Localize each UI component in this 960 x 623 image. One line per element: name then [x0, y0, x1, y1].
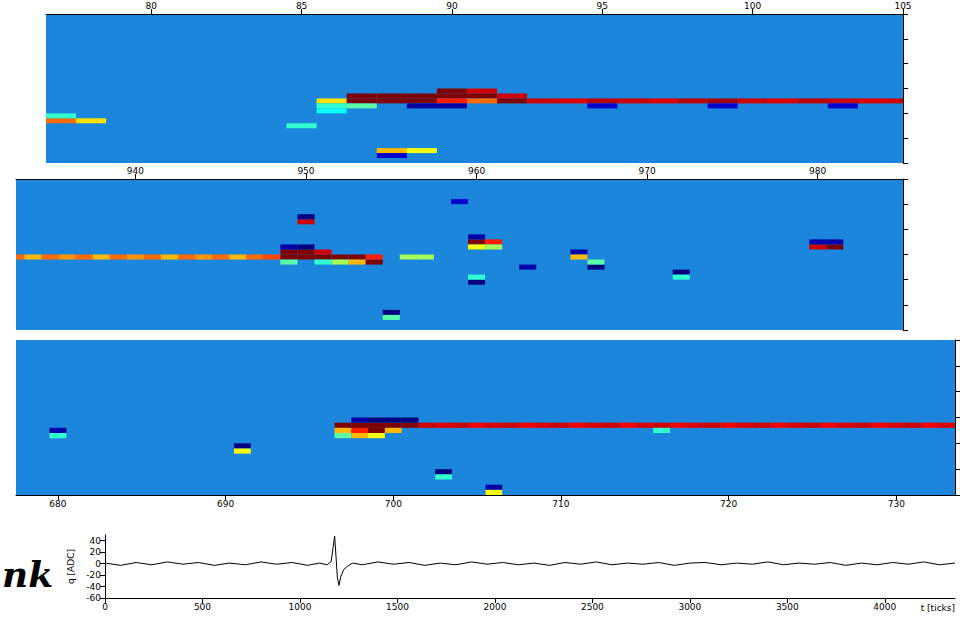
- svg-text:970: 970: [639, 166, 656, 176]
- svg-text:3500: 3500: [776, 602, 799, 612]
- svg-text:940: 940: [127, 166, 144, 176]
- svg-text:90: 90: [446, 1, 458, 11]
- svg-text:100: 100: [744, 1, 761, 11]
- svg-text:500: 500: [194, 602, 211, 612]
- svg-text:2000: 2000: [483, 602, 506, 612]
- svg-text:2500: 2500: [581, 602, 604, 612]
- svg-text:720: 720: [720, 499, 737, 509]
- svg-text:700: 700: [385, 499, 402, 509]
- svg-text:-40: -40: [86, 582, 101, 592]
- svg-text:nk: nk: [2, 553, 53, 595]
- svg-text:1500: 1500: [386, 602, 409, 612]
- svg-text:t [ticks]: t [ticks]: [921, 603, 955, 613]
- svg-text:0: 0: [95, 559, 101, 569]
- svg-text:0: 0: [102, 602, 108, 612]
- svg-text:40: 40: [90, 536, 102, 546]
- svg-text:q [ADC]: q [ADC]: [66, 549, 76, 584]
- svg-text:85: 85: [296, 1, 307, 11]
- svg-text:690: 690: [217, 499, 234, 509]
- svg-text:20: 20: [90, 547, 102, 557]
- svg-text:-60: -60: [86, 593, 101, 603]
- svg-text:960: 960: [468, 166, 485, 176]
- svg-text:80: 80: [146, 1, 158, 11]
- svg-text:3000: 3000: [678, 602, 701, 612]
- svg-text:710: 710: [552, 499, 569, 509]
- svg-text:105: 105: [894, 1, 911, 11]
- svg-text:1000: 1000: [289, 602, 312, 612]
- svg-text:-20: -20: [86, 570, 101, 580]
- svg-text:95: 95: [597, 1, 608, 11]
- svg-text:4000: 4000: [873, 602, 896, 612]
- svg-text:730: 730: [888, 499, 905, 509]
- svg-text:950: 950: [297, 166, 314, 176]
- svg-text:980: 980: [809, 166, 826, 176]
- svg-text:680: 680: [49, 499, 66, 509]
